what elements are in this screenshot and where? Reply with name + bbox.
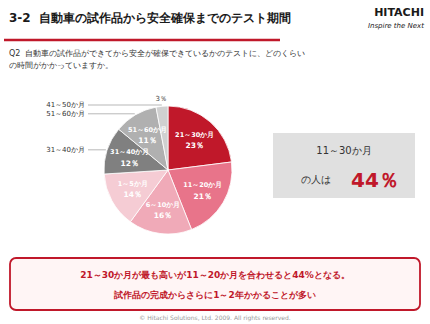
summary-highlight: 44％ [351, 168, 399, 192]
slice-labels: 21～30か月 23％ 11～20か月 21％ 6～10か月 16％ 1～5か月 14％ 31～… [46, 95, 222, 221]
subtitle: Q2 自動車の試作品ができてから安全が確保できているかのテストに、どのくらいの時… [9, 49, 305, 70]
slice-label: 31～40か月 [110, 148, 149, 156]
slice-label: 21～30か月 [175, 131, 214, 139]
summary-box [273, 133, 415, 198]
title-underline [4, 39, 280, 42]
slices [104, 106, 232, 234]
callout-label: 41～50か月 [46, 101, 85, 109]
leader-line [88, 149, 106, 150]
subtitle-line: Q2 自動車の試作品ができてから安全が確保できているかのテストに、どのくらい [9, 49, 305, 58]
summary-text: の人は [301, 174, 331, 185]
pie: 21～30か月 23％ 11～20か月 21％ 6～10か月 16％ 1～5か月 14％ 31～… [46, 95, 232, 234]
data-label: 16％ [154, 211, 172, 220]
slice-label: 51～60か月 [128, 126, 167, 134]
slice-label: 6～10か月 [146, 201, 181, 209]
summary-text: 11～30か月 [316, 145, 371, 156]
subtitle-line: の時間がかかっていますか。 [9, 61, 113, 70]
logo: HITACHI [374, 6, 424, 19]
title: 3-2 自動車の試作品から安全確保までのテスト期間 [9, 11, 291, 25]
data-label: 3％ [156, 95, 167, 103]
data-label: 21％ [193, 192, 211, 201]
data-label: 11％ [138, 136, 156, 145]
conclusion-box [10, 258, 420, 310]
data-label: 23％ [185, 141, 203, 150]
callout-label: 51～60か月 [46, 110, 85, 118]
chart: 3-2 自動車の試作品から安全確保までのテスト期間 HITACHI Inspire … [0, 0, 430, 324]
slice-label: 1～5か月 [118, 180, 148, 188]
conclusion-text: 21～30か月が最も高いが11～20か月を合わせると44%となる。 [80, 270, 350, 280]
conclusion-text: 試作品の完成からさらに1～2年かかることが多い [113, 290, 316, 300]
slice [156, 106, 168, 170]
slice-label: 11～20か月 [183, 181, 222, 189]
footer: © Hitachi Solutions, Ltd. 2009. All righ… [139, 314, 290, 322]
callout-label: 31～40か月 [46, 146, 85, 154]
data-label: 12％ [120, 159, 138, 168]
data-label: 14％ [123, 190, 141, 199]
leader-line [88, 113, 135, 114]
slice [168, 106, 231, 170]
leader-line [88, 105, 162, 106]
logo-tagline: Inspire the Next [368, 22, 424, 30]
